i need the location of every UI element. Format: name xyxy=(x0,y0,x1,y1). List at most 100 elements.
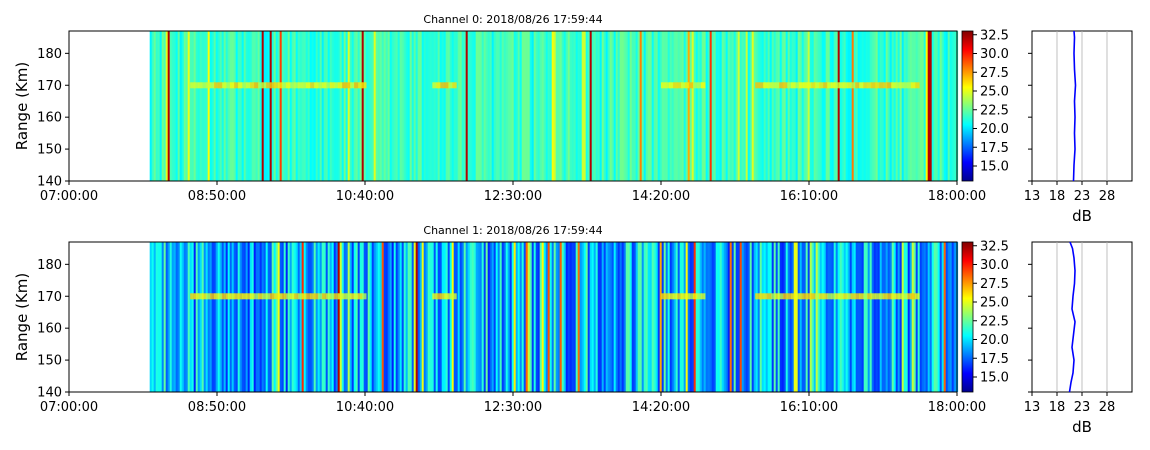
heatmap-column xyxy=(639,31,643,181)
heatmap-column xyxy=(399,31,403,181)
echo-layer-cell xyxy=(843,82,848,89)
echo-layer-cell xyxy=(270,293,275,300)
heatmap-column xyxy=(457,31,461,181)
echo-layer-cell xyxy=(887,293,892,300)
echo-layer-cell xyxy=(851,82,856,89)
heatmap-column xyxy=(671,31,675,181)
heatmap-column xyxy=(181,242,185,392)
heatmap-column xyxy=(367,31,371,181)
echo-layer-cell xyxy=(436,293,441,300)
heatmap-column xyxy=(953,31,957,181)
heatmap-column xyxy=(817,242,821,392)
heatmap-column xyxy=(933,242,937,392)
heatmap-column xyxy=(885,31,889,181)
x-tick-label: 14:20:00 xyxy=(632,189,690,204)
heatmap-column xyxy=(887,31,891,181)
echo-layer-cell xyxy=(669,82,674,89)
heatmap-column xyxy=(841,31,845,181)
heatmap-column xyxy=(501,31,505,181)
heatmap-column xyxy=(153,242,157,392)
echo-layer-cell xyxy=(823,293,828,300)
heatmap-column xyxy=(853,31,857,181)
heatmap-column xyxy=(171,31,175,181)
colorbar-tick-label: 20.0 xyxy=(980,122,1009,137)
heatmap-column xyxy=(689,31,693,181)
heatmap-column xyxy=(593,31,597,181)
heatmap-column xyxy=(833,31,837,181)
heatmap-column xyxy=(735,242,739,392)
echo-layer-cell xyxy=(859,293,864,300)
heatmap-column xyxy=(605,242,609,392)
echo-layer-cell xyxy=(867,293,872,300)
heatmap-column xyxy=(149,242,153,392)
echo-layer-cell xyxy=(258,293,263,300)
heatmap-column xyxy=(561,31,565,181)
heatmap-column xyxy=(791,242,795,392)
echo-layer-cell xyxy=(839,82,844,89)
echo-layer-cell xyxy=(827,82,832,89)
heatmap-column xyxy=(201,31,205,181)
heatmap-column xyxy=(603,31,607,181)
heatmap-column xyxy=(743,242,747,392)
heatmap-column xyxy=(201,242,205,392)
heatmap-column xyxy=(363,31,367,181)
heatmap-column xyxy=(421,31,425,181)
heatmap-column xyxy=(943,242,947,392)
heatmap-column xyxy=(311,242,315,392)
profile-y-ticks xyxy=(1028,52,1032,182)
echo-layer-cell xyxy=(875,82,880,89)
echo-layer-cell xyxy=(358,293,363,300)
heatmap-column xyxy=(737,31,741,181)
heatmap-column xyxy=(867,31,871,181)
echo-layer-cell xyxy=(194,82,199,89)
heatmap-column xyxy=(441,242,445,392)
echo-layer-cell xyxy=(318,82,323,89)
y-axis: 140 150 160 170 180 xyxy=(37,258,69,401)
colorbar-ticks: 15.0 17.5 20.0 22.5 25.0 27.5 30.0 32.5 xyxy=(973,28,1009,175)
x-tick-label: 18:00:00 xyxy=(928,400,986,415)
heatmap-column xyxy=(235,31,239,181)
heatmap-column xyxy=(825,242,829,392)
heatmap-column xyxy=(341,242,345,392)
heatmap-column xyxy=(871,31,875,181)
profile-x-tick-label: 13 xyxy=(1024,400,1041,415)
heatmap-column xyxy=(907,31,911,181)
heatmap-column xyxy=(505,242,509,392)
heatmap-column xyxy=(513,242,517,392)
echo-layer-cell xyxy=(302,82,307,89)
heatmap-column xyxy=(895,242,899,392)
heatmap-column xyxy=(155,31,159,181)
heatmap-column xyxy=(311,31,315,181)
echo-layer-cell xyxy=(282,82,287,89)
heatmap-column xyxy=(377,242,381,392)
echo-layer-cell xyxy=(448,293,453,300)
heatmap-column xyxy=(895,31,899,181)
echo-layer-cell xyxy=(871,82,876,89)
heatmap-column xyxy=(933,31,937,181)
heatmap-column xyxy=(753,242,757,392)
echo-layer-cell xyxy=(775,293,780,300)
echo-layer-cell xyxy=(779,293,784,300)
heatmap-column xyxy=(207,242,211,392)
heatmap-column xyxy=(423,242,427,392)
heatmap-column xyxy=(337,242,341,392)
echo-layer-cell xyxy=(338,293,343,300)
echo-layer-cell xyxy=(298,82,303,89)
heatmap-column xyxy=(643,31,647,181)
heatmap-column xyxy=(291,31,295,181)
heatmap-column xyxy=(385,31,389,181)
colorbar-gradient xyxy=(961,30,974,182)
heatmap-column xyxy=(417,31,421,181)
heatmap-column xyxy=(577,242,581,392)
heatmap-column xyxy=(767,31,771,181)
heatmap-column xyxy=(421,242,425,392)
heatmap-column xyxy=(599,31,603,181)
echo-layer-cell xyxy=(350,82,355,89)
heatmap-column xyxy=(533,242,537,392)
echo-layer-cell xyxy=(899,82,904,89)
heatmap-column xyxy=(241,31,245,181)
heatmap-column xyxy=(213,31,217,181)
profile-x-tick-label: 18 xyxy=(1049,400,1066,415)
echo-layer-cell xyxy=(779,82,784,89)
heatmap-column xyxy=(347,31,351,181)
